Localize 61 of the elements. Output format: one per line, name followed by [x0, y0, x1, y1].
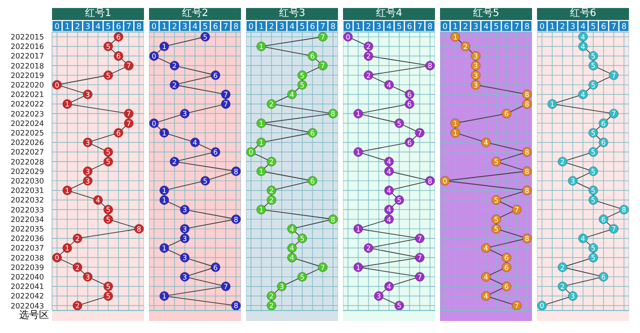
x-tick-label: 3 — [570, 22, 576, 31]
x-tick-label: 2 — [268, 22, 274, 31]
x-tick-label: 3 — [376, 22, 382, 31]
x-tick-label: 7 — [126, 22, 132, 31]
x-tick-label: 3 — [182, 22, 188, 31]
x-tick-label: 8 — [233, 22, 239, 31]
x-tick-label: 4 — [192, 22, 198, 31]
x-tick-label: 5 — [494, 22, 499, 31]
x-tick-label: 7 — [223, 22, 228, 31]
x-tick-label: 0 — [539, 22, 545, 31]
x-tick-label: 2 — [462, 22, 468, 31]
x-tick-label: 5 — [590, 22, 596, 31]
chart-title: 红号5 — [440, 8, 532, 20]
x-tick-label: 4 — [580, 22, 586, 31]
x-tick-label: 2 — [366, 22, 372, 31]
x-tick-label: 7 — [514, 22, 520, 31]
x-tick-label: 5 — [396, 22, 402, 31]
x-tick-label: 1 — [452, 22, 458, 31]
x-tick-label: 8 — [427, 22, 433, 31]
x-tick-label: 6 — [504, 22, 510, 31]
x-tick-label: 1 — [258, 22, 264, 31]
chart-title: 红号4 — [343, 8, 435, 20]
x-tick-label: 8 — [330, 22, 336, 31]
x-tick-label: 7 — [611, 22, 616, 31]
x-tick-label: 4 — [289, 22, 295, 31]
chart-title: 红号1 — [52, 8, 144, 20]
x-tick-label: 4 — [95, 22, 101, 31]
x-tick-label: 1 — [64, 22, 70, 31]
x-tick-label: 1 — [550, 22, 555, 31]
x-tick-label: 8 — [136, 22, 142, 31]
x-tick-label: 6 — [212, 22, 218, 31]
x-tick-label: 2 — [560, 22, 566, 31]
x-tick-label: 8 — [621, 22, 627, 31]
x-tick-label: 4 — [483, 22, 489, 31]
x-tick-label: 1 — [356, 22, 361, 31]
x-tick-label: 3 — [279, 22, 284, 31]
x-tick-label: 0 — [151, 22, 157, 31]
x-tick-label: 7 — [417, 22, 422, 31]
chart-title: 红号6 — [537, 8, 629, 20]
x-tick-label: 3 — [85, 22, 90, 31]
x-tick-label: 6 — [600, 22, 606, 31]
x-tick-label: 7 — [320, 22, 326, 31]
chart-title: 红号2 — [149, 8, 241, 20]
text: 选号区 — [19, 310, 49, 322]
x-tick-label: 5 — [202, 22, 208, 31]
x-tick-label: 1 — [162, 22, 167, 31]
x-tick-label: 8 — [524, 22, 530, 31]
x-tick-label: 6 — [116, 22, 122, 31]
x-tick-label: 6 — [310, 22, 316, 31]
x-tick-label: 0 — [248, 22, 254, 31]
x-tick-label: 2 — [172, 22, 178, 31]
chart-title: 红号3 — [246, 8, 338, 20]
x-tick-label: 0 — [442, 22, 448, 31]
x-tick-label: 2 — [74, 22, 80, 31]
x-tick-label: 5 — [106, 22, 111, 31]
x-tick-label: 5 — [300, 22, 305, 31]
x-tick-label: 0 — [345, 22, 351, 31]
x-tick-label: 6 — [406, 22, 412, 31]
x-tick-label: 3 — [473, 22, 478, 31]
x-tick-label: 0 — [54, 22, 60, 31]
x-tick-label: 4 — [386, 22, 392, 31]
